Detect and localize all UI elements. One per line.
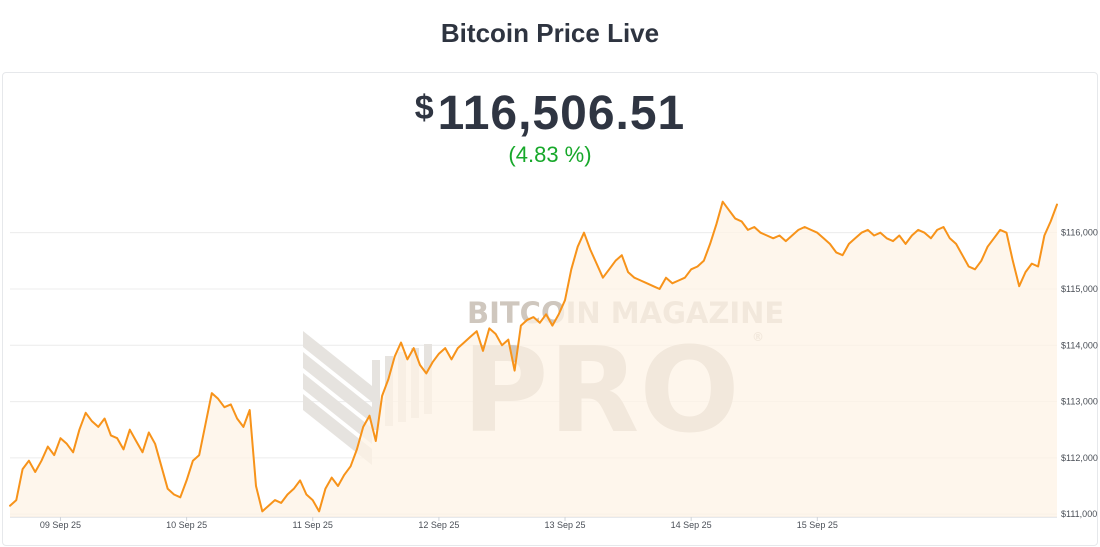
price-change: (4.83 %) — [508, 142, 592, 167]
chart-title: Bitcoin Price Live — [440, 18, 660, 48]
y-tick-label: $114,000 — [1061, 340, 1098, 350]
x-tick-label: 13 Sep 25 — [545, 520, 586, 530]
x-tick-label: 10 Sep 25 — [166, 520, 207, 530]
x-axis-ticks: 09 Sep 25 10 Sep 25 11 Sep 25 12 Sep 25 13 S… — [40, 517, 838, 530]
series-group — [9, 200, 1058, 517]
price-line — [9, 200, 1058, 513]
y-tick-label: $116,000 — [1061, 228, 1098, 238]
x-tick-label: 15 Sep 25 — [797, 520, 838, 530]
current-price: $116,506.51 — [0, 86, 1100, 141]
y-tick-label: $112,000 — [1061, 453, 1098, 463]
watermark-stripes-icon — [303, 331, 432, 465]
x-tick-label: 11 Sep 25 — [293, 520, 333, 530]
x-tick-label: 12 Sep 25 — [418, 520, 459, 530]
y-axis-ticks: $111,000 $112,000 $113,000 $114,000 $115,000… — [1061, 228, 1098, 520]
price-value: 116,506.51 — [437, 87, 686, 140]
price-area — [10, 201, 1057, 517]
y-tick-label: $111,000 — [1061, 509, 1097, 519]
y-tick-label: $115,000 — [1061, 284, 1098, 294]
x-tick-label: 09 Sep 25 — [40, 520, 81, 530]
x-tick-label: 14 Sep 25 — [671, 520, 712, 530]
currency-symbol: $ — [414, 89, 435, 127]
y-tick-label: $113,000 — [1061, 397, 1098, 407]
